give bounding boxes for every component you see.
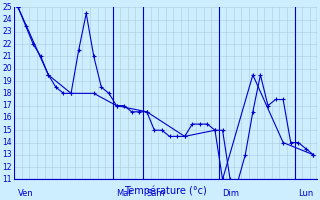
Text: Sam: Sam	[147, 189, 165, 198]
Text: 21: 21	[3, 52, 12, 61]
Text: 22: 22	[3, 40, 12, 49]
Text: Ven: Ven	[18, 189, 34, 198]
Text: 19: 19	[2, 77, 12, 86]
Text: 11: 11	[3, 175, 12, 184]
Text: 17: 17	[2, 101, 12, 110]
Text: 16: 16	[2, 113, 12, 122]
Text: Dim: Dim	[222, 189, 240, 198]
Text: 20: 20	[2, 64, 12, 73]
Text: Mar: Mar	[116, 189, 132, 198]
Text: 18: 18	[3, 89, 12, 98]
Text: 24: 24	[2, 15, 12, 24]
Text: 14: 14	[2, 138, 12, 147]
Text: 25: 25	[2, 3, 12, 12]
Text: Lun: Lun	[298, 189, 314, 198]
X-axis label: Température (°c): Température (°c)	[124, 186, 207, 196]
Text: 13: 13	[2, 150, 12, 159]
Text: 23: 23	[2, 27, 12, 36]
Text: 15: 15	[2, 126, 12, 135]
Text: 12: 12	[3, 163, 12, 172]
